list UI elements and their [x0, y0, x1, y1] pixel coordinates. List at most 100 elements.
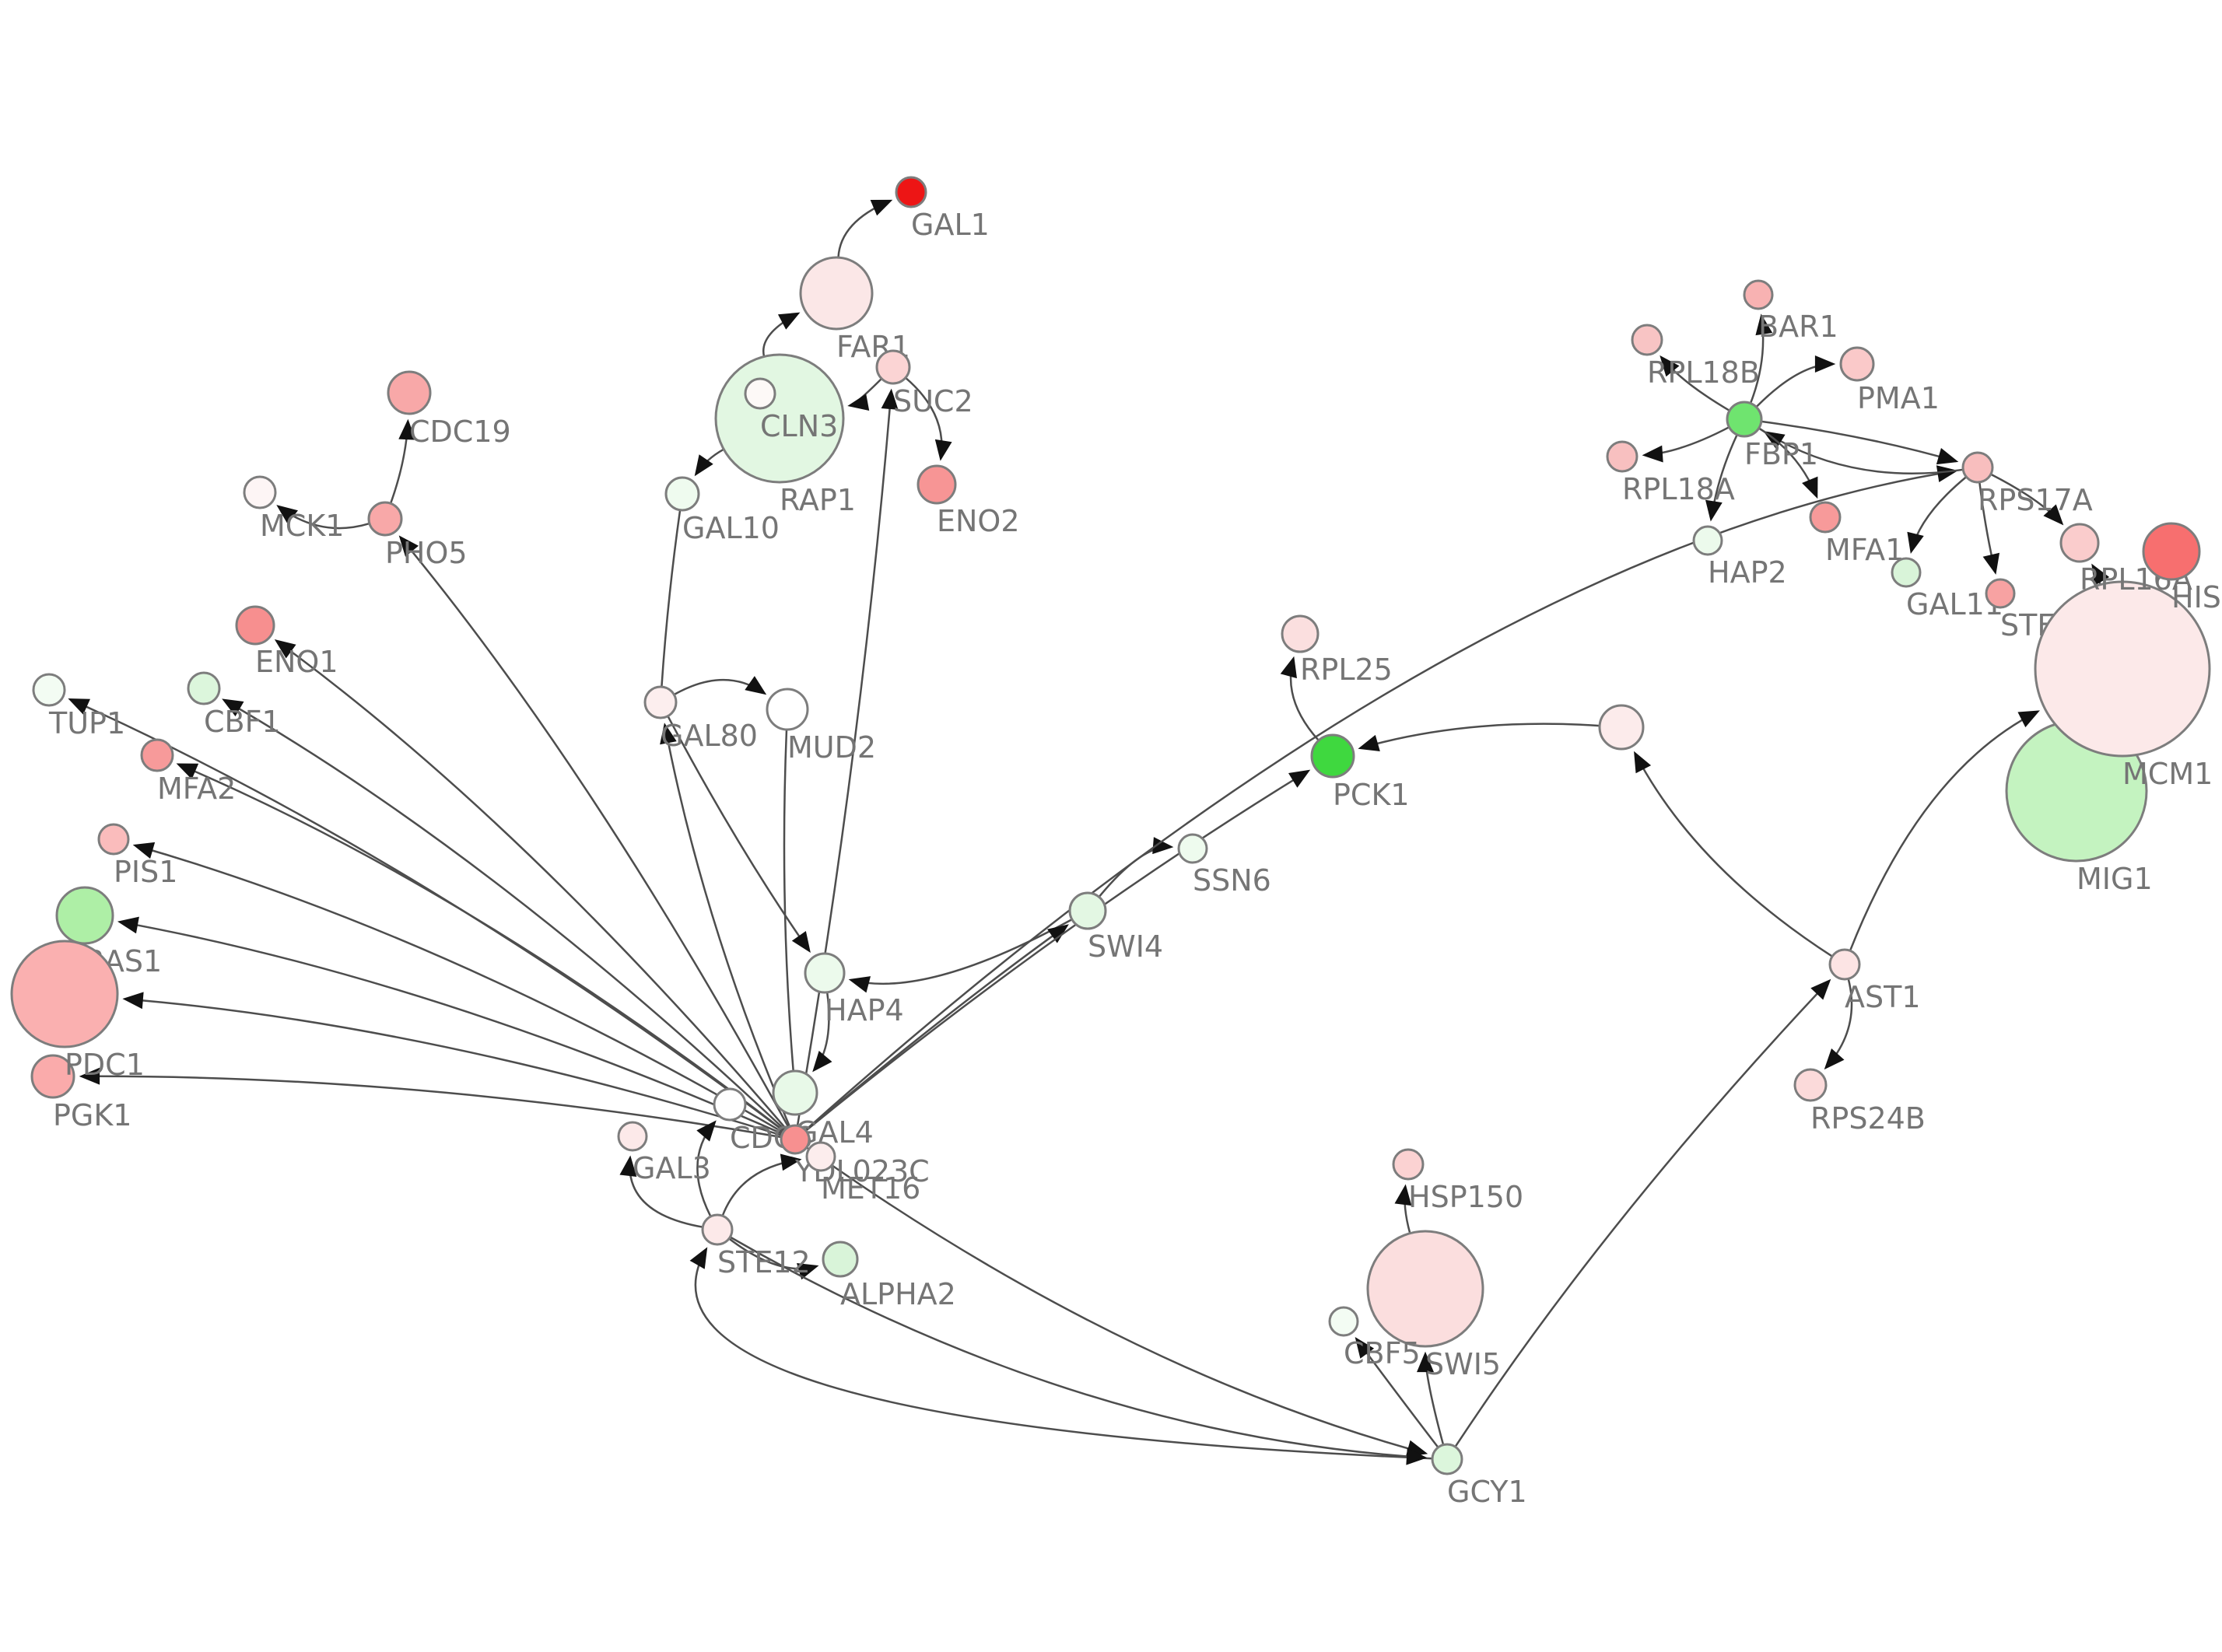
- edge-YDL023C-PDC1[interactable]: [122, 992, 783, 1136]
- edge-SUC2-ENO2[interactable]: [905, 376, 952, 461]
- node-PGK1[interactable]: [30, 1054, 75, 1099]
- node-ENO2[interactable]: [916, 464, 957, 505]
- edge-STE12-ALPHA2[interactable]: [728, 1237, 819, 1280]
- node-GAL80[interactable]: [643, 685, 678, 719]
- edge-PHO5-MCK1[interactable]: [276, 505, 370, 530]
- node-ALPHA2[interactable]: [822, 1241, 859, 1278]
- edge-GAL80-HAP4[interactable]: [667, 716, 811, 954]
- node-CLN3[interactable]: [744, 377, 776, 410]
- node-RPS17A[interactable]: [1961, 451, 1994, 484]
- node-PDC1[interactable]: [10, 940, 119, 1048]
- edge-FBP1-MFA1[interactable]: [1758, 427, 1818, 499]
- node-HSP150[interactable]: [1392, 1148, 1425, 1181]
- node-STE12[interactable]: [701, 1213, 734, 1246]
- edge-GAL80-GAL10[interactable]: [661, 509, 682, 688]
- edge-SWI5-HSP150[interactable]: [1394, 1184, 1412, 1234]
- edge-FBP1-RPL18A[interactable]: [1642, 426, 1730, 463]
- edge-YDL023C-SUC2[interactable]: [796, 388, 899, 1126]
- node-PHO5[interactable]: [367, 501, 403, 537]
- edge-FBP1-HAP2[interactable]: [1705, 434, 1738, 522]
- edge-SUC2-RAP1[interactable]: [847, 377, 883, 411]
- edge-AST1-NODE_A[interactable]: [1634, 751, 1833, 957]
- node-GAL10[interactable]: [664, 476, 700, 512]
- node-SSN6[interactable]: [1177, 833, 1208, 864]
- edge-YDL023C-CBF1[interactable]: [222, 698, 786, 1131]
- node-GAL4[interactable]: [772, 1069, 818, 1116]
- node-SWI5[interactable]: [1366, 1230, 1484, 1348]
- edge-PHO5-CDC19[interactable]: [389, 418, 416, 504]
- edge-FBP1-BAR1[interactable]: [1749, 313, 1773, 404]
- node-CBF1[interactable]: [187, 671, 221, 705]
- edge-RPS17A-GAL11[interactable]: [1907, 476, 1968, 555]
- node-STE2[interactable]: [1985, 578, 2016, 609]
- edge-GCY1-STE12[interactable]: [689, 1247, 1433, 1460]
- edge-YDL023C-TUP1[interactable]: [68, 698, 785, 1132]
- edge-FBP1-RPS17A[interactable]: [1761, 420, 1959, 465]
- node-GAL1[interactable]: [895, 176, 927, 208]
- node-AST1[interactable]: [1828, 948, 1861, 981]
- node-NODE_A[interactable]: [1598, 704, 1645, 751]
- node-GAL11[interactable]: [1891, 557, 1922, 588]
- node-SWI4[interactable]: [1068, 891, 1107, 930]
- edge-GCY1-SWI5[interactable]: [1417, 1351, 1445, 1446]
- edge-HAP4-GAL4[interactable]: [812, 992, 832, 1073]
- edge-SWI4-HAP4[interactable]: [848, 919, 1073, 993]
- node-TUP1[interactable]: [32, 673, 66, 707]
- edge-YDL023C-PIS1[interactable]: [132, 842, 784, 1133]
- node-CDC6[interactable]: [713, 1087, 747, 1122]
- node-MCK1[interactable]: [243, 475, 277, 509]
- node-RPL18A[interactable]: [1606, 440, 1638, 473]
- edge-RPS17A-STE2[interactable]: [1978, 481, 2000, 575]
- node-BAR1[interactable]: [1743, 279, 1774, 310]
- edge-RAP1-FAR1[interactable]: [762, 312, 801, 357]
- edge-YDL023C-PCK1[interactable]: [805, 769, 1311, 1132]
- node-MFA2[interactable]: [140, 738, 174, 772]
- node-RPL25[interactable]: [1281, 614, 1320, 653]
- edge-STE12-GCY1[interactable]: [729, 1236, 1428, 1465]
- node-MET16[interactable]: [805, 1141, 836, 1172]
- edge-AST1-RPS24B[interactable]: [1824, 978, 1853, 1070]
- edge-SWI4-SSN6[interactable]: [1098, 837, 1174, 898]
- node-RPS24B[interactable]: [1793, 1068, 1828, 1102]
- node-PCK1[interactable]: [1310, 733, 1355, 779]
- edge-YDL023C-ENO1[interactable]: [274, 639, 787, 1130]
- node-HIS4[interactable]: [2142, 522, 2201, 581]
- edge-STE12-CDC6[interactable]: [696, 1120, 717, 1217]
- node-MFA1[interactable]: [1809, 501, 1842, 534]
- node-CDC19[interactable]: [387, 370, 432, 415]
- edge-YDL023C-RPS17A[interactable]: [804, 465, 1958, 1131]
- node-PMA1[interactable]: [1839, 346, 1875, 382]
- edge-YDL023C-GCY1[interactable]: [805, 1146, 1428, 1457]
- node-CBF5[interactable]: [1328, 1306, 1359, 1337]
- edge-GCY1-CBF5[interactable]: [1355, 1336, 1439, 1448]
- edge-RPS17A-FBP1[interactable]: [1763, 431, 1964, 475]
- edge-RPS17A-RPL16A[interactable]: [1990, 473, 2064, 526]
- node-HAP4[interactable]: [804, 952, 846, 994]
- edge-NODE_A-PCK1[interactable]: [1358, 723, 1600, 752]
- node-YDL023C[interactable]: [780, 1124, 811, 1155]
- edge-YDL023C-GAL80[interactable]: [660, 723, 791, 1127]
- node-GAL3[interactable]: [617, 1121, 648, 1152]
- node-MUD2[interactable]: [766, 688, 809, 731]
- edge-RAP1-GAL10[interactable]: [694, 448, 724, 477]
- node-ENO1[interactable]: [235, 605, 275, 646]
- node-GCY1[interactable]: [1431, 1443, 1463, 1475]
- edge-FBP1-PMA1[interactable]: [1755, 355, 1836, 408]
- edge-YDL023C-PGK1[interactable]: [79, 1067, 782, 1139]
- node-RPL18B[interactable]: [1631, 324, 1663, 356]
- edge-YDL023C-PHO5[interactable]: [398, 535, 790, 1128]
- edge-GAL4-MUD2[interactable]: [783, 729, 794, 1072]
- node-FBP1[interactable]: [1726, 401, 1763, 438]
- edge-AST1-MCM1[interactable]: [1849, 710, 2040, 951]
- edge-STE12-MET16[interactable]: [721, 1153, 802, 1216]
- node-MCM1[interactable]: [2034, 580, 2211, 758]
- edge-FBP1-RPL18B[interactable]: [1659, 355, 1730, 411]
- edge-GAL80-MUD2[interactable]: [673, 676, 767, 696]
- edge-GCY1-AST1[interactable]: [1454, 978, 1831, 1447]
- edge-FAR1-GAL1[interactable]: [837, 199, 893, 258]
- edge-YDL023C-RAS1[interactable]: [117, 916, 783, 1135]
- edge-PCK1-RPL25[interactable]: [1280, 656, 1320, 741]
- node-FAR1[interactable]: [799, 256, 874, 331]
